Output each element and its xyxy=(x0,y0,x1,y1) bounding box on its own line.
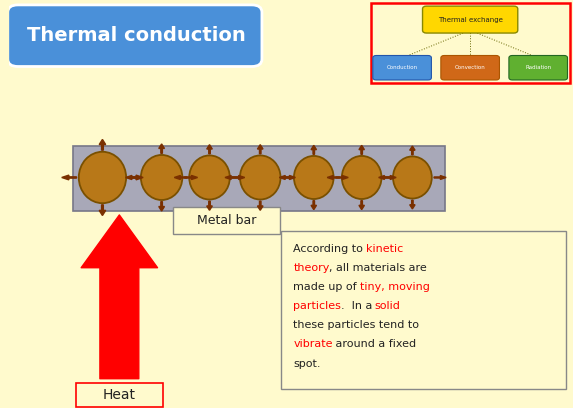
FancyBboxPatch shape xyxy=(441,55,500,80)
Ellipse shape xyxy=(342,156,382,199)
FancyBboxPatch shape xyxy=(422,6,518,33)
Text: kinetic: kinetic xyxy=(366,244,403,254)
FancyArrowPatch shape xyxy=(81,215,158,379)
FancyArrow shape xyxy=(185,175,198,180)
Text: around a fixed: around a fixed xyxy=(332,339,417,350)
FancyArrow shape xyxy=(125,175,139,180)
FancyArrow shape xyxy=(311,201,316,210)
FancyArrow shape xyxy=(336,175,348,180)
FancyArrow shape xyxy=(327,175,340,180)
FancyBboxPatch shape xyxy=(76,383,163,407)
FancyArrow shape xyxy=(434,175,446,180)
Text: made up of: made up of xyxy=(293,282,360,292)
FancyArrow shape xyxy=(311,145,316,154)
Text: spot.: spot. xyxy=(293,359,321,369)
FancyArrow shape xyxy=(225,175,238,180)
FancyBboxPatch shape xyxy=(8,5,262,67)
FancyArrow shape xyxy=(174,175,187,180)
Text: Thermal exchange: Thermal exchange xyxy=(438,17,503,22)
FancyArrow shape xyxy=(257,145,263,154)
FancyArrow shape xyxy=(159,144,164,153)
FancyBboxPatch shape xyxy=(281,231,566,389)
FancyArrow shape xyxy=(279,175,292,180)
Text: Convection: Convection xyxy=(455,65,485,70)
Text: Heat: Heat xyxy=(103,388,136,402)
Text: Radiation: Radiation xyxy=(525,65,551,70)
Ellipse shape xyxy=(240,155,281,200)
Text: theory: theory xyxy=(293,263,330,273)
FancyBboxPatch shape xyxy=(73,146,445,211)
FancyArrow shape xyxy=(379,175,391,180)
FancyArrow shape xyxy=(159,202,164,211)
FancyArrow shape xyxy=(359,145,364,154)
FancyArrow shape xyxy=(128,175,143,180)
FancyBboxPatch shape xyxy=(172,207,280,234)
Ellipse shape xyxy=(141,155,182,200)
Text: According to: According to xyxy=(293,244,367,254)
Ellipse shape xyxy=(189,155,230,200)
FancyBboxPatch shape xyxy=(371,3,570,83)
FancyBboxPatch shape xyxy=(373,55,431,80)
FancyArrow shape xyxy=(410,146,415,155)
FancyArrow shape xyxy=(384,175,396,180)
Text: .  In a: . In a xyxy=(340,301,375,311)
FancyArrow shape xyxy=(207,145,213,154)
FancyArrow shape xyxy=(359,201,364,210)
Ellipse shape xyxy=(393,156,432,199)
Text: Thermal conduction: Thermal conduction xyxy=(27,27,246,45)
Ellipse shape xyxy=(79,152,126,203)
Ellipse shape xyxy=(294,156,333,199)
FancyArrow shape xyxy=(99,140,105,150)
FancyArrow shape xyxy=(257,201,263,211)
FancyBboxPatch shape xyxy=(509,55,567,80)
Text: vibrate: vibrate xyxy=(293,339,333,350)
FancyArrow shape xyxy=(62,175,77,180)
FancyArrow shape xyxy=(410,200,415,209)
Text: , all materials are: , all materials are xyxy=(329,263,427,273)
Text: Conduction: Conduction xyxy=(387,65,418,70)
Text: particles: particles xyxy=(293,301,342,311)
FancyArrow shape xyxy=(232,175,245,180)
FancyArrow shape xyxy=(99,205,105,215)
Text: solid: solid xyxy=(375,301,401,311)
Text: these particles tend to: these particles tend to xyxy=(293,320,419,330)
Text: tiny, moving: tiny, moving xyxy=(359,282,429,292)
FancyArrow shape xyxy=(283,175,296,180)
FancyArrow shape xyxy=(207,201,213,211)
Text: Metal bar: Metal bar xyxy=(197,214,256,227)
